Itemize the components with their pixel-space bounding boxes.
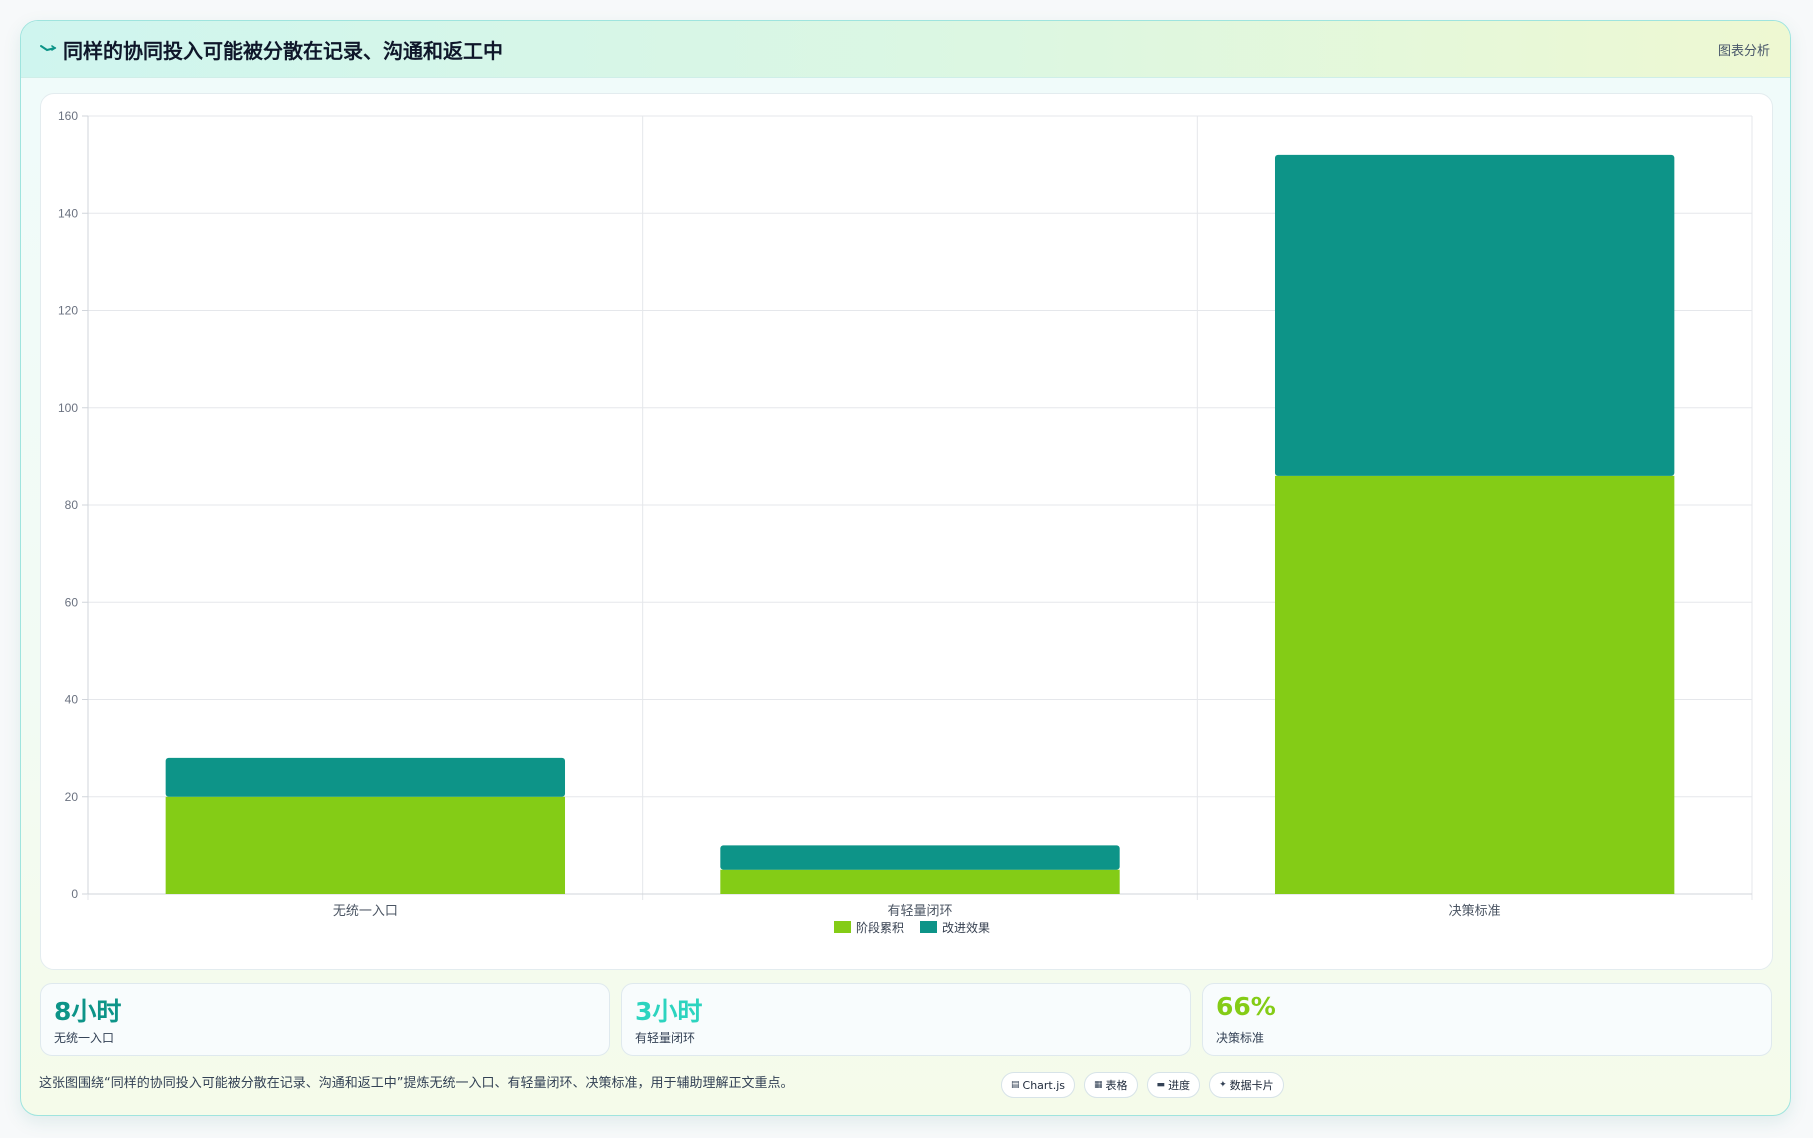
y-tick-label: 20 bbox=[65, 790, 79, 804]
page-title: 同样的协同投入可能被分散在记录、沟通和返工中 bbox=[63, 39, 503, 63]
bar-1-2 bbox=[720, 869, 1120, 894]
chart-icon: ▤ bbox=[1011, 1080, 1020, 1090]
badge-row: ▤ Chart.js ▦ 表格 ▬ 进度 ✦ 数据卡片 bbox=[1001, 1072, 1284, 1100]
stat-label-1: 无统一入口 bbox=[54, 1031, 115, 1045]
trend-icon bbox=[40, 45, 57, 52]
stat-value-2: 3小时 bbox=[635, 997, 703, 1026]
progress-icon: ▬ bbox=[1156, 1080, 1166, 1090]
bar-1-3 bbox=[1274, 475, 1675, 894]
chart-analysis-tag[interactable]: 图表分析 bbox=[1717, 44, 1770, 59]
badge-label: 数据卡片 bbox=[1229, 1079, 1274, 1092]
card-header: 同样的协同投入可能被分散在记录、沟通和返工中 图表分析 bbox=[21, 21, 1790, 78]
y-tick-label: 100 bbox=[58, 401, 78, 415]
x-tick-label: 无统一入口 bbox=[333, 903, 398, 918]
bar-2-1 bbox=[165, 757, 566, 797]
y-tick-label: 120 bbox=[58, 304, 78, 318]
stat-label-3: 决策标准 bbox=[1216, 1031, 1265, 1045]
y-tick-label: 140 bbox=[58, 206, 78, 220]
legend-label-2: 改进效果 bbox=[942, 920, 990, 935]
badge-chartjs[interactable]: ▤ Chart.js bbox=[1001, 1072, 1076, 1098]
sparkle-icon: ✦ bbox=[1219, 1080, 1227, 1090]
stat-label-2: 有轻量闭环 bbox=[635, 1031, 696, 1045]
badge-label: 表格 bbox=[1105, 1079, 1128, 1092]
stat-card-2: 3小时 有轻量闭环 bbox=[621, 983, 1191, 1056]
badge-label: 进度 bbox=[1168, 1079, 1191, 1092]
badge-data-card[interactable]: ✦ 数据卡片 bbox=[1209, 1072, 1284, 1098]
x-tick-label: 有轻量闭环 bbox=[887, 903, 952, 918]
badge-label: Chart.js bbox=[1022, 1078, 1066, 1092]
bar-2-3 bbox=[1274, 154, 1675, 476]
stat-card-1: 8小时 无统一入口 bbox=[40, 983, 610, 1056]
chart-description: 这张图围绕“同样的协同投入可能被分散在记录、沟通和返工中”提炼无统一入口、有轻量… bbox=[39, 1076, 794, 1091]
y-tick-label: 0 bbox=[71, 887, 78, 901]
y-tick-label: 160 bbox=[58, 109, 78, 123]
bar-2-2 bbox=[720, 845, 1120, 870]
y-tick-label: 80 bbox=[65, 498, 79, 512]
chart-panel: 0 20 40 60 80 100 120 140 160 无统一入口 有轻量闭环 决策标准阶段累积 改… bbox=[40, 93, 1773, 970]
legend-label-1: 阶段累积 bbox=[856, 920, 904, 935]
y-tick-label: 60 bbox=[65, 595, 79, 609]
y-tick-label: 40 bbox=[65, 693, 79, 707]
stat-value-3: 66% bbox=[1216, 992, 1276, 1021]
stat-card-3: 66% 决策标准 bbox=[1202, 983, 1772, 1056]
legend-swatch-2 bbox=[920, 921, 937, 933]
x-tick-label: 决策标准 bbox=[1449, 903, 1501, 918]
table-icon: ▦ bbox=[1094, 1080, 1103, 1090]
badge-table[interactable]: ▦ 表格 bbox=[1084, 1072, 1138, 1098]
chart-card: 同样的协同投入可能被分散在记录、沟通和返工中 图表分析 0 20 40 60 80 100… bbox=[20, 20, 1791, 1116]
legend-swatch-1 bbox=[834, 921, 851, 933]
stat-value-1: 8小时 bbox=[54, 997, 122, 1026]
bar-1-1 bbox=[165, 796, 566, 894]
badge-progress[interactable]: ▬ 进度 bbox=[1146, 1072, 1201, 1098]
